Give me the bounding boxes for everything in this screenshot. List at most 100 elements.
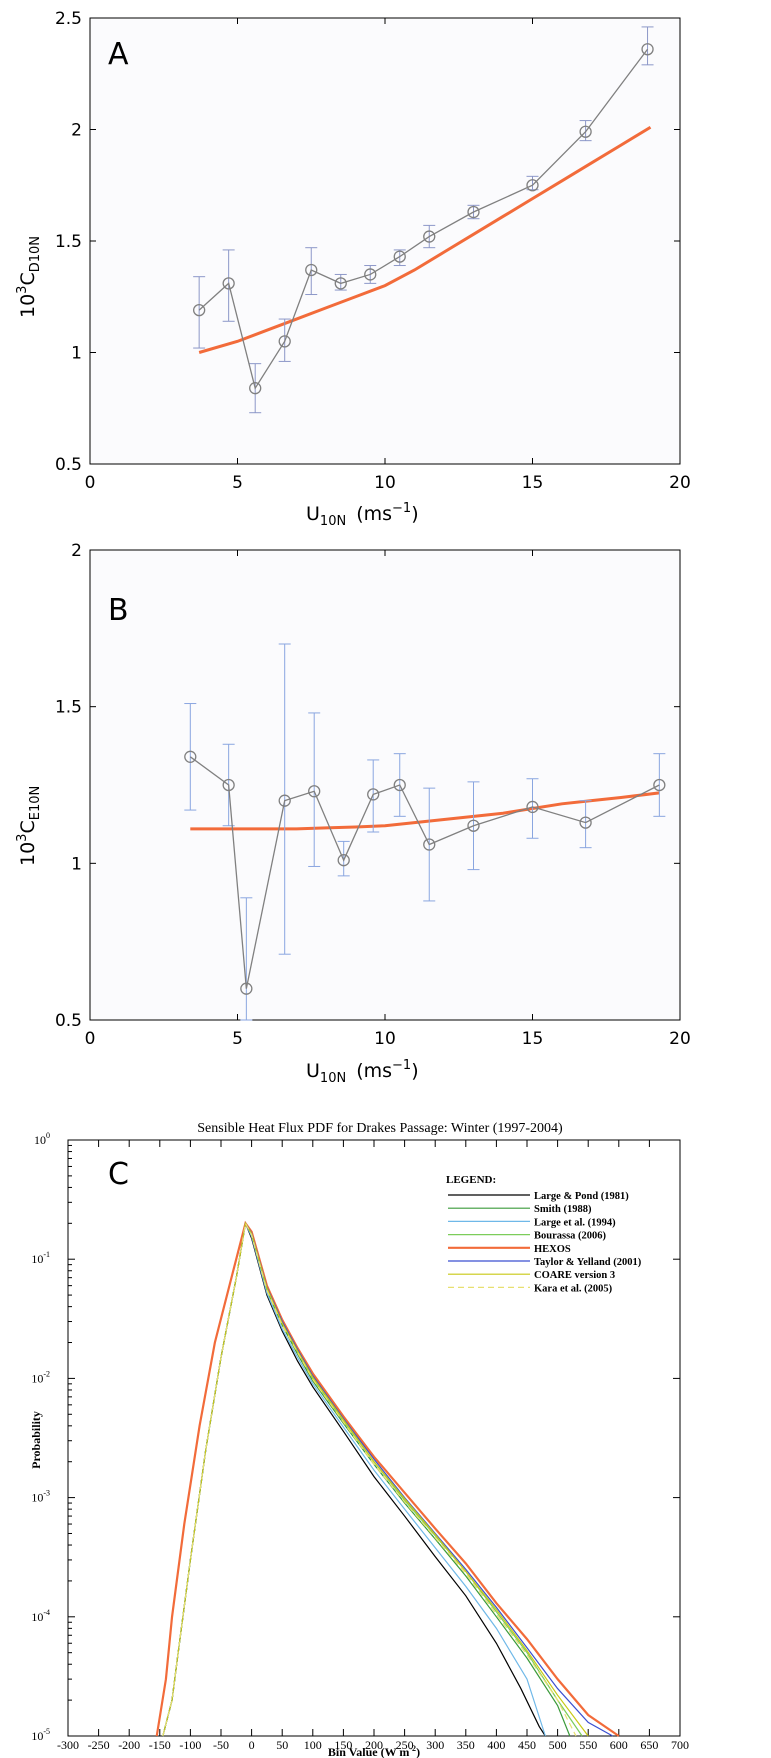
data-point <box>278 335 291 348</box>
y-tick-label: 1.5 <box>55 232 82 252</box>
legend-label: Bourassa (2006) <box>534 1231 607 1242</box>
panel-c-marks <box>155 1220 620 1737</box>
panel-b-plot-area <box>89 549 681 1021</box>
panel-b-y-ticks: 0.5 1 1.5 2 <box>55 541 680 1031</box>
y-tick-base: 10 <box>31 1610 43 1624</box>
y-tick-exponent: 0 <box>46 1131 50 1140</box>
panel-a-y-ticks: 0.5 1 1.5 2 2.5 <box>55 9 680 475</box>
panel-c-letter: C <box>108 1157 129 1192</box>
data-point <box>467 205 480 219</box>
data-point <box>467 819 480 832</box>
x-tick-label: -200 <box>118 1738 140 1752</box>
y-tick-base: 10 <box>31 1729 43 1743</box>
legend-label: HEXOS <box>534 1244 571 1255</box>
y-tick-label: 0.5 <box>55 455 82 475</box>
panel-c-legend: LEGEND: Large & Pond (1981) Smith (1988) L… <box>446 1174 642 1294</box>
x-tick-label: 10 <box>374 473 396 493</box>
data-point <box>222 778 235 792</box>
data-point <box>337 854 350 867</box>
x-tick-label: 600 <box>610 1738 628 1752</box>
legend-label: Kara et al. (2005) <box>534 1283 613 1294</box>
x-tick-label: 15 <box>522 1029 544 1049</box>
data-point <box>367 788 380 801</box>
y-tick-label: 2.5 <box>55 9 82 29</box>
x-tick-label: 15 <box>522 473 544 493</box>
panel-c-legend-title: LEGEND: <box>446 1174 496 1186</box>
y-tick-base: 10 <box>31 1371 43 1385</box>
data-point <box>653 778 666 792</box>
y-tick-exponent: -5 <box>43 1727 50 1736</box>
y-tick-base: 10 <box>31 1491 43 1505</box>
x-tick-label: -150 <box>149 1738 171 1752</box>
data-point <box>308 785 321 798</box>
x-tick-label: 100 <box>304 1738 322 1752</box>
y-tick-base: 10 <box>34 1133 46 1147</box>
panel-a-y-axis-label: 103CD10N <box>15 236 43 318</box>
data-point <box>278 794 291 807</box>
data-point <box>526 179 539 192</box>
panel-a-marks <box>192 26 654 414</box>
panel-a-plot-area <box>89 17 681 465</box>
data-point <box>393 778 406 792</box>
y-tick-exponent: -1 <box>43 1250 50 1259</box>
panel-b-marks <box>184 643 666 1021</box>
x-tick-label: 250 <box>396 1738 414 1752</box>
data-point <box>641 43 654 56</box>
x-tick-label: 5 <box>232 473 243 493</box>
y-tick-label: 1.5 <box>55 698 82 718</box>
y-tick-label: 1 <box>71 854 82 874</box>
panel-c-x-axis-label: Bin Value (W m-2) <box>328 1744 420 1758</box>
x-tick-label: 400 <box>487 1738 505 1752</box>
y-tick-label: 10-2 <box>31 1369 50 1385</box>
data-point <box>334 277 347 290</box>
data-point <box>423 838 436 851</box>
data-point <box>249 382 262 395</box>
panel-c-y-axis-label: Probability <box>29 1411 43 1469</box>
x-tick-label: 20 <box>669 1029 691 1049</box>
data-point <box>526 800 539 814</box>
x-tick-label: 550 <box>579 1738 597 1752</box>
y-tick-exponent: -2 <box>43 1369 50 1378</box>
x-tick-label: 700 <box>671 1738 689 1752</box>
x-tick-label: 500 <box>549 1738 567 1752</box>
x-tick-label: 5 <box>232 1029 243 1049</box>
y-tick-label: 10-1 <box>31 1250 50 1266</box>
series-line <box>155 1220 620 1737</box>
x-tick-label: 0 <box>85 473 96 493</box>
x-tick-label: -100 <box>179 1738 201 1752</box>
panel-a-x-axis-label: U10N (ms−1) <box>306 501 419 529</box>
y-tick-label: 2 <box>71 541 82 561</box>
panel-a-letter: A <box>108 37 129 72</box>
panel-b-letter: B <box>108 593 129 628</box>
x-tick-label: -50 <box>213 1738 229 1752</box>
y-tick-label: 0.5 <box>55 1011 82 1031</box>
data-point <box>364 268 377 281</box>
x-tick-label: 650 <box>640 1738 658 1752</box>
y-tick-exponent: -3 <box>43 1489 50 1498</box>
x-tick-label: 0 <box>85 1029 96 1049</box>
data-point <box>192 303 206 317</box>
panel-c: Sensible Heat Flux PDF for Drakes Passag… <box>29 1121 689 1758</box>
y-tick-label: 10-3 <box>31 1489 50 1505</box>
panel-a: A 0.5 1 1.5 2 2.5 0 5 10 15 20 U10N (ms−1) 103CD1… <box>15 9 691 529</box>
x-tick-label: 200 <box>365 1738 383 1752</box>
legend-label: COARE version 3 <box>534 1270 615 1281</box>
legend-label: Large & Pond (1981) <box>534 1191 629 1202</box>
panel-b-x-axis-label: U10N (ms−1) <box>306 1058 419 1086</box>
y-tick-base: 10 <box>31 1252 43 1266</box>
y-tick-label: 10-5 <box>31 1727 50 1743</box>
panel-b: B 0.5 1 1.5 2 0 5 10 15 20 U10N (ms−1) 103CE10N <box>15 541 691 1086</box>
panel-c-title: Sensible Heat Flux PDF for Drakes Passag… <box>197 1121 563 1136</box>
data-point <box>423 230 436 243</box>
data-point <box>240 982 253 995</box>
x-tick-label: 150 <box>334 1738 352 1752</box>
x-tick-label: 300 <box>426 1738 444 1752</box>
data-point <box>305 263 318 277</box>
panel-b-y-axis-label: 103CE10N <box>15 786 43 866</box>
x-tick-label: -250 <box>88 1738 110 1752</box>
model-curve-line <box>198 125 652 354</box>
legend-label: Large et al. (1994) <box>534 1217 616 1228</box>
x-tick-label: 350 <box>457 1738 475 1752</box>
